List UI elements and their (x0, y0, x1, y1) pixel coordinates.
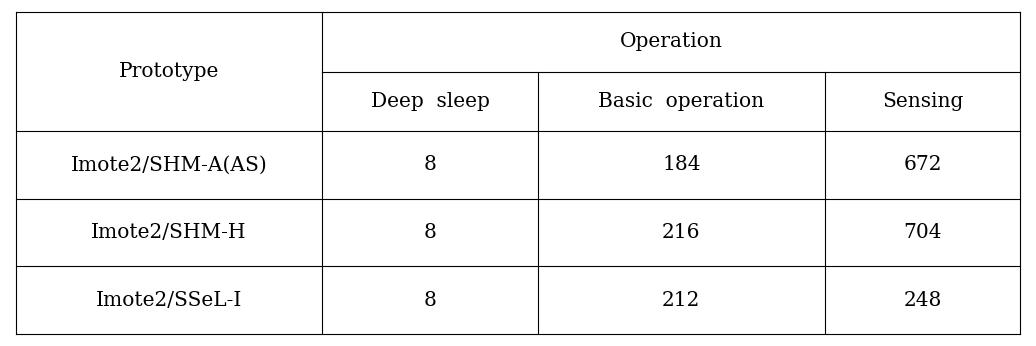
Text: Imote2/SSeL-I: Imote2/SSeL-I (95, 291, 242, 310)
Text: Deep  sleep: Deep sleep (371, 92, 489, 111)
Text: Sensing: Sensing (882, 92, 963, 111)
Text: Prototype: Prototype (118, 62, 219, 81)
Text: Operation: Operation (620, 33, 723, 51)
Text: 216: 216 (662, 223, 700, 242)
Text: 704: 704 (903, 223, 942, 242)
Text: Basic  operation: Basic operation (598, 92, 765, 111)
Text: 248: 248 (903, 291, 942, 310)
Text: 8: 8 (424, 223, 436, 242)
Text: 8: 8 (424, 155, 436, 174)
Text: Imote2/SHM-A(AS): Imote2/SHM-A(AS) (70, 155, 267, 174)
Text: 212: 212 (662, 291, 700, 310)
Text: 672: 672 (903, 155, 942, 174)
Text: Imote2/SHM-H: Imote2/SHM-H (91, 223, 247, 242)
Text: 184: 184 (662, 155, 700, 174)
Text: 8: 8 (424, 291, 436, 310)
